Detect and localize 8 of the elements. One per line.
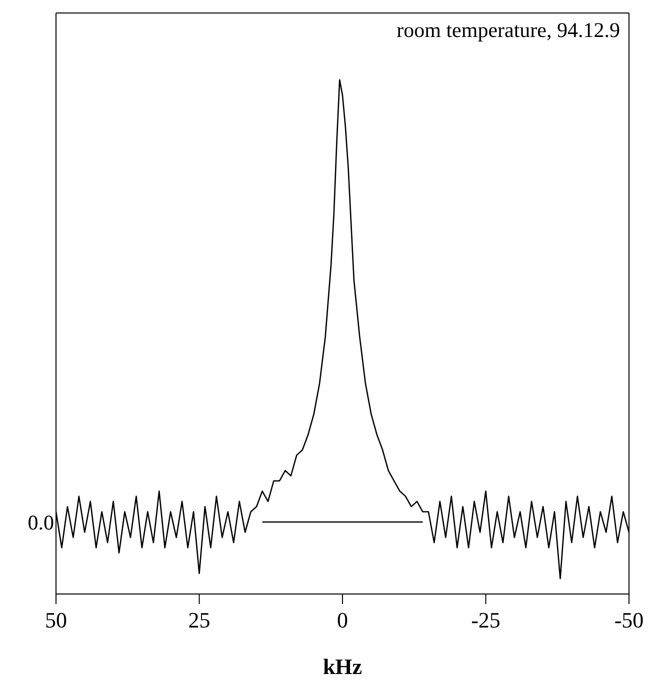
x-tick-label: 50 xyxy=(45,608,67,633)
text: 0.0 xyxy=(28,510,54,534)
x-tick-label: -50 xyxy=(614,608,644,633)
x-tick-label: 25 xyxy=(188,608,210,633)
x-tick-label: -25 xyxy=(471,608,500,633)
chart-title: room temperature, 94.12.9 xyxy=(396,18,620,43)
x-tick-label: 0 xyxy=(337,608,348,633)
x-axis-title: kHz xyxy=(322,654,362,679)
